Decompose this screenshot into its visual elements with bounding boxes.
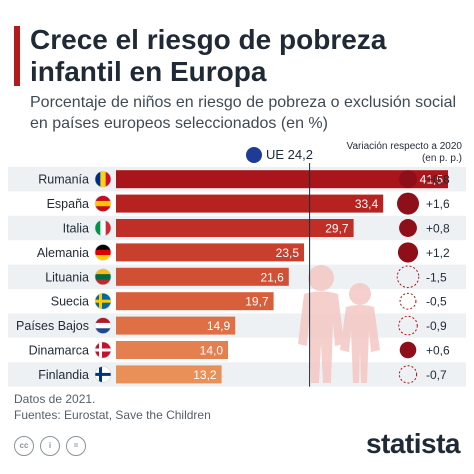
finland-flag-icon (94, 366, 112, 383)
row-stripe (8, 313, 466, 338)
bar-value-label: 14,0 (200, 344, 224, 358)
sources-note: Fuentes: Eurostat, Save the Children (14, 408, 211, 422)
bar-value-label: 41,5 (420, 173, 444, 187)
italy-flag-icon (94, 219, 112, 237)
country-label: Dinamarca (29, 344, 89, 358)
variation-circle-negative (398, 365, 418, 384)
variation-label: -0,7 (426, 368, 447, 382)
country-label: Suecia (51, 295, 89, 309)
country-label: Países Bajos (16, 319, 89, 333)
variation-circle-positive (399, 341, 417, 359)
variation-label: -0,5 (426, 295, 447, 309)
variation-circle-negative (398, 315, 418, 336)
denmark-flag-icon (94, 341, 112, 359)
variation-label: +0,6 (426, 344, 450, 358)
variation-label: +0,8 (426, 173, 450, 187)
data-year-note: Datos de 2021. (14, 392, 96, 406)
country-label: Alemania (37, 246, 89, 260)
lithuania-flag-icon (94, 268, 112, 286)
spain-flag-icon (94, 195, 112, 212)
variation-label: +1,6 (426, 197, 450, 211)
bar-value-label: 21,6 (260, 270, 284, 284)
bar (116, 316, 236, 335)
variation-circle-negative (396, 265, 420, 289)
germany-flag-icon (94, 244, 112, 261)
bar (116, 267, 289, 286)
bar-value-label: 13,2 (193, 368, 217, 382)
netherlands-flag-icon (94, 317, 112, 334)
page-title: Crece el riesgo de pobreza infantil en E… (30, 24, 387, 87)
country-label: Italia (63, 222, 89, 236)
source-notes: Datos de 2021. Fuentes: Eurostat, Save t… (14, 391, 211, 423)
country-label: Finlandia (38, 368, 89, 382)
equals-icon: = (66, 436, 86, 456)
country-label: España (47, 197, 89, 211)
country-label: Rumanía (38, 173, 89, 187)
variation-circle-positive (397, 192, 419, 215)
country-label: Lituania (45, 270, 89, 284)
eu-flag-icon (246, 147, 262, 163)
variation-circle-positive (399, 219, 417, 237)
bar (116, 219, 354, 237)
variation-header: Variación respecto a 2020 (en p. p.) (346, 141, 462, 164)
row-stripe (8, 362, 466, 387)
bar-value-label: 19,7 (245, 295, 269, 309)
bar (116, 365, 222, 384)
bar (116, 243, 304, 262)
variation-label: +1,2 (426, 246, 450, 260)
eu-reference-label: UE 24,2 (266, 147, 313, 162)
romania-flag-icon (94, 170, 112, 188)
cc-icon: cc (14, 436, 34, 456)
variation-circle-positive (399, 170, 417, 189)
sweden-flag-icon (94, 292, 112, 310)
variation-label: -1,5 (426, 270, 447, 284)
bar (116, 292, 274, 311)
bar (116, 341, 228, 359)
bar-value-label: 29,7 (325, 222, 349, 236)
variation-circle-positive (397, 242, 419, 263)
bar-value-label: 23,5 (276, 246, 300, 260)
page-subtitle: Porcentaje de niños en riesgo de pobreza… (30, 94, 457, 132)
variation-label: +0,8 (426, 222, 450, 236)
title-accent-bar (14, 26, 20, 86)
variation-label: -0,9 (426, 319, 447, 333)
statista-logo: statista (365, 428, 461, 459)
bar (116, 194, 384, 213)
bar (116, 170, 448, 189)
variation-circle-negative (399, 292, 417, 310)
bar-value-label: 33,4 (355, 197, 379, 211)
person-icon: i (40, 436, 60, 456)
bar-value-label: 14,9 (207, 319, 231, 333)
